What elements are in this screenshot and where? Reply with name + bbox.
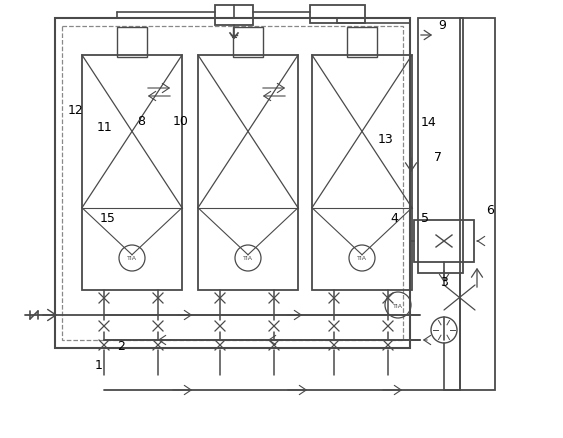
- Text: 5: 5: [421, 212, 429, 226]
- Text: 11: 11: [96, 121, 112, 134]
- Text: TIA: TIA: [127, 257, 137, 261]
- Bar: [82, 55, 182, 290]
- Bar: [310, 5, 365, 23]
- Text: 6: 6: [486, 204, 494, 217]
- Bar: [460, 18, 495, 390]
- Bar: [215, 5, 253, 25]
- Text: 7: 7: [434, 151, 442, 164]
- Text: 3: 3: [440, 276, 448, 289]
- Bar: [62, 26, 403, 340]
- Bar: [414, 220, 474, 262]
- Bar: [347, 27, 377, 57]
- Text: 15: 15: [100, 212, 116, 226]
- Text: 2: 2: [117, 339, 125, 353]
- Text: 4: 4: [390, 212, 398, 226]
- Bar: [418, 18, 463, 273]
- Bar: [233, 27, 263, 57]
- Bar: [198, 55, 298, 290]
- Bar: [312, 55, 412, 290]
- Bar: [55, 18, 410, 348]
- Bar: [117, 27, 147, 57]
- Text: 12: 12: [68, 104, 84, 117]
- Text: TIA: TIA: [393, 304, 403, 308]
- Text: TIA: TIA: [357, 257, 367, 261]
- Text: 13: 13: [378, 133, 394, 146]
- Text: 1: 1: [95, 359, 102, 372]
- Text: 14: 14: [421, 116, 437, 129]
- Text: 8: 8: [137, 115, 145, 128]
- Text: 9: 9: [438, 19, 446, 32]
- Text: 10: 10: [172, 115, 188, 128]
- Text: TIA: TIA: [243, 257, 253, 261]
